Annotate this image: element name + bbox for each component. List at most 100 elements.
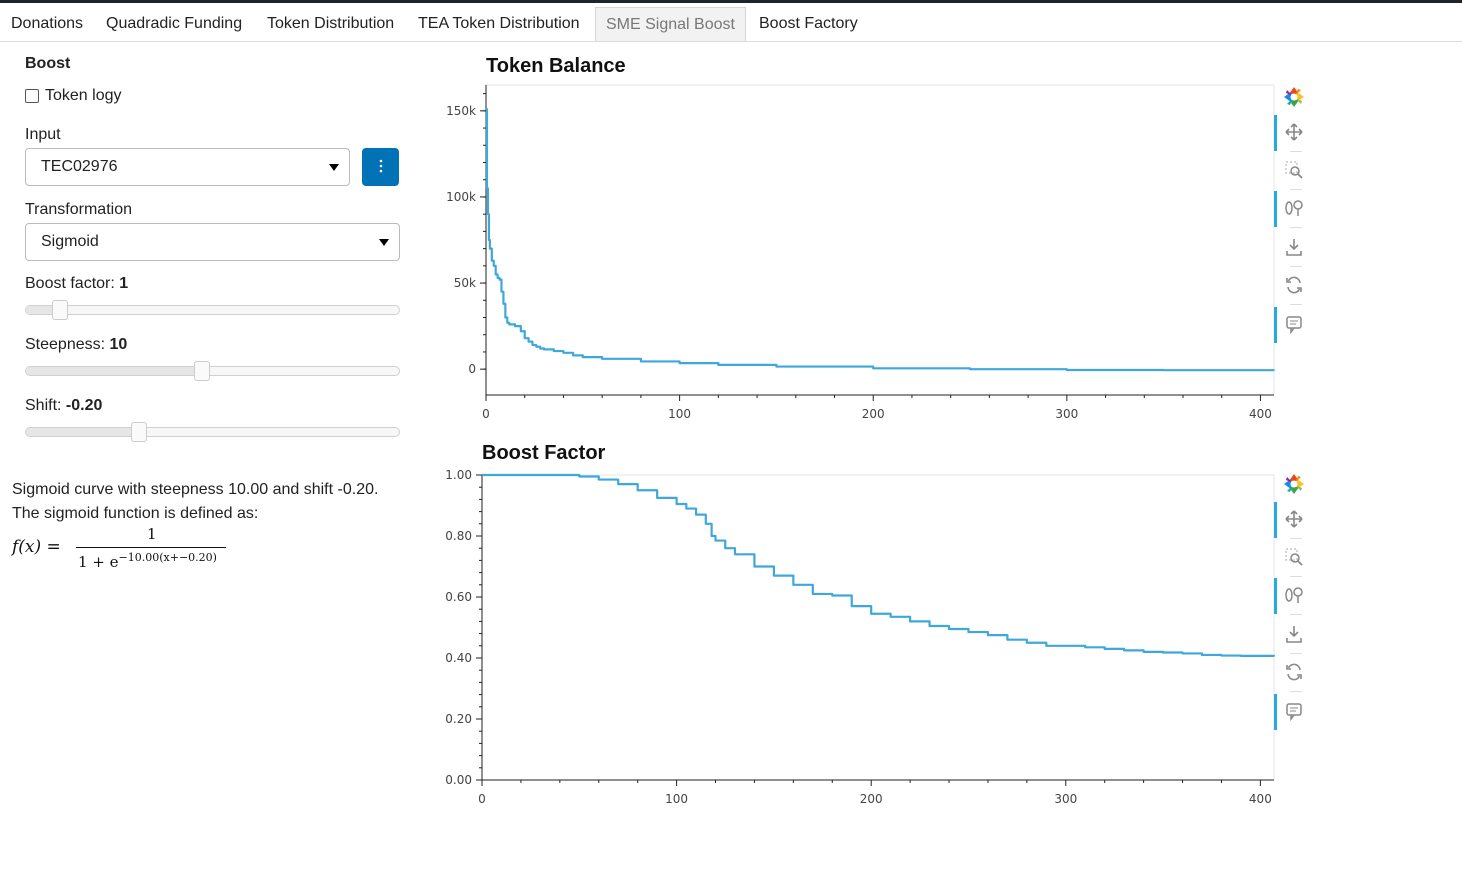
boost-factor-label: Boost factor: 1 — [25, 275, 128, 293]
toolbar-separator — [1290, 653, 1302, 654]
input-menu-button[interactable] — [362, 148, 399, 186]
slider-handle[interactable] — [51, 300, 68, 320]
slider-fill — [26, 306, 60, 314]
formula-denominator: 1 + e−10.00(x+−0.20) — [78, 551, 217, 571]
box-zoom-icon — [1285, 548, 1303, 566]
slider-fill — [26, 367, 203, 375]
tab-boost-factory[interactable]: Boost Factory — [759, 15, 858, 32]
steepness-label-text: Steepness: — [25, 336, 110, 353]
formula-numerator: 1 — [147, 525, 157, 543]
toolbar-separator — [1290, 304, 1302, 305]
wheel-zoom-icon — [1285, 587, 1303, 603]
toolbar-save-tool[interactable] — [1274, 617, 1314, 653]
y-tick-label: 0 — [468, 362, 476, 376]
token-balance-chart[interactable]: 0 100 200 300 400 0 50k 100k 150k — [430, 80, 1290, 430]
boost-factor-value: 1 — [119, 275, 129, 292]
box-zoom-icon — [1285, 161, 1303, 179]
active-tool-indicator — [1274, 307, 1277, 343]
tab-donations[interactable]: Donations — [11, 15, 84, 32]
active-tool-indicator — [1274, 115, 1277, 151]
toolbar-separator — [1290, 151, 1302, 152]
active-tool-indicator — [1274, 502, 1277, 538]
x-tick-label: 400 — [1249, 407, 1272, 421]
toolbar-bokeh-logo-tool[interactable] — [1274, 80, 1314, 116]
formula-fraction-bar — [76, 547, 226, 548]
caret-down-icon — [379, 239, 389, 246]
token-logy-checkbox-row[interactable]: Token logy — [25, 87, 122, 105]
boost-factor-title: Boost Factor — [482, 442, 606, 464]
input-label: Input — [25, 126, 61, 143]
window-top-bar — [0, 0, 1462, 3]
token-logy-label: Token logy — [45, 87, 122, 104]
transformation-select[interactable]: Sigmoid — [25, 223, 400, 261]
tab-token-distribution[interactable]: Token Distribution — [267, 15, 395, 32]
x-tick-label: 100 — [665, 792, 688, 806]
toolbar-bokeh-logo-tool[interactable] — [1274, 467, 1314, 503]
reset-icon — [1286, 663, 1302, 681]
shift-label-text: Shift: — [25, 397, 66, 414]
series-line — [482, 473, 1276, 657]
save-icon — [1286, 626, 1302, 643]
toolbar-separator — [1290, 538, 1302, 539]
boost-factor-slider[interactable] — [25, 300, 400, 320]
wheel-zoom-icon — [1285, 200, 1303, 216]
x-tick-label: 300 — [1054, 792, 1077, 806]
token-balance-title: Token Balance — [486, 55, 626, 77]
boost-factor-label-text: Boost factor: — [25, 275, 120, 292]
toolbar-separator — [1290, 266, 1302, 267]
x-tick-label: 200 — [860, 792, 883, 806]
slider-handle[interactable] — [194, 361, 211, 381]
plot-frame — [481, 474, 1275, 781]
toolbar-separator — [1290, 691, 1302, 692]
boost-factor-chart[interactable]: 0 100 200 300 400 0.00 0.20 0.40 0.60 0.80 1.00 — [430, 465, 1290, 825]
formula-lhs: f(x) = — [12, 537, 61, 557]
sidebar-title: Boost — [25, 55, 71, 72]
description-line-2: The sigmoid function is defined as: — [12, 505, 259, 522]
tab-sme-signal-boost[interactable]: SME Signal Boost — [595, 7, 746, 41]
vertical-dots-icon — [379, 159, 382, 173]
input-select[interactable]: TEC02976 — [25, 148, 350, 186]
toolbar-separator — [1290, 227, 1302, 228]
tab-tea-token-distribution[interactable]: TEA Token Distribution — [418, 15, 580, 32]
toolbar-pan-tool[interactable] — [1274, 502, 1314, 538]
x-tick-label: 300 — [1055, 407, 1078, 421]
formula-den-exponent: −10.00(x+−0.20) — [118, 551, 217, 564]
description-line-1: Sigmoid curve with steepness 10.00 and s… — [12, 481, 379, 498]
active-tool-indicator — [1274, 694, 1277, 730]
shift-slider[interactable] — [25, 422, 400, 442]
bokeh-logo-icon — [1284, 87, 1304, 107]
y-tick-label: 150k — [446, 104, 476, 118]
input-select-value: TEC02976 — [41, 158, 118, 175]
y-tick-label: 0.40 — [445, 651, 472, 665]
save-icon — [1286, 239, 1302, 256]
active-tool-indicator — [1274, 578, 1277, 614]
y-tick-label: 1.00 — [445, 468, 472, 482]
y-tick-label: 100k — [446, 190, 476, 204]
toolbar-separator — [1290, 189, 1302, 190]
reset-icon — [1286, 276, 1302, 294]
toolbar-wheel-zoom-tool[interactable] — [1274, 578, 1314, 614]
slider-handle[interactable] — [130, 422, 147, 442]
toolbar-separator — [1290, 614, 1302, 615]
steepness-label: Steepness: 10 — [25, 336, 127, 354]
toolbar-save-tool[interactable] — [1274, 230, 1314, 266]
x-tick-label: 0 — [482, 407, 490, 421]
formula-den-base: 1 + e — [78, 553, 119, 571]
steepness-slider[interactable] — [25, 361, 400, 381]
toolbar-box-zoom-tool[interactable] — [1274, 540, 1314, 576]
hover-icon — [1286, 316, 1302, 334]
toolbar-reset-tool[interactable] — [1274, 655, 1314, 691]
token-logy-checkbox[interactable] — [25, 89, 39, 103]
y-tick-label: 0.20 — [445, 712, 472, 726]
toolbar-pan-tool[interactable] — [1274, 115, 1314, 151]
toolbar-reset-tool[interactable] — [1274, 268, 1314, 304]
toolbar-hover-tool[interactable] — [1274, 694, 1314, 730]
toolbar-hover-tool[interactable] — [1274, 307, 1314, 343]
tab-quadradic-funding[interactable]: Quadradic Funding — [106, 15, 243, 32]
toolbar-box-zoom-tool[interactable] — [1274, 153, 1314, 189]
toolbar-wheel-zoom-tool[interactable] — [1274, 191, 1314, 227]
tab-bar: Donations Quadradic Funding Token Distri… — [0, 3, 1462, 42]
toolbar-separator — [1290, 576, 1302, 577]
x-tick-label: 400 — [1249, 792, 1272, 806]
caret-down-icon — [329, 164, 339, 171]
